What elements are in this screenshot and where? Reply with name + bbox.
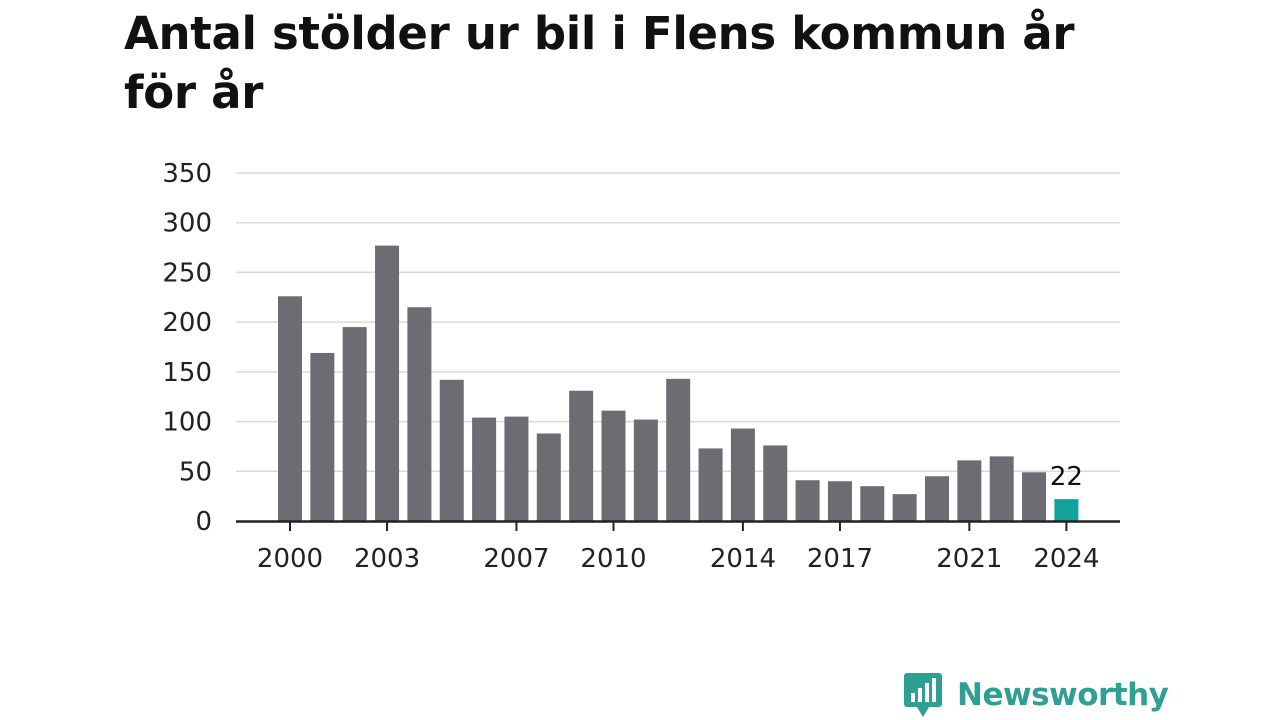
bar <box>536 433 561 521</box>
bar <box>892 494 917 521</box>
brand-name: Newsworthy <box>957 677 1169 713</box>
bar <box>827 481 852 521</box>
bar <box>472 417 497 521</box>
bar <box>439 379 464 521</box>
x-tick-label: 2024 <box>1033 544 1099 574</box>
newsworthy-logo-icon <box>904 673 942 717</box>
bar <box>763 445 788 521</box>
bar <box>925 476 949 521</box>
x-tick-label: 2000 <box>257 544 323 574</box>
x-tick-label: 2014 <box>710 544 776 574</box>
bar <box>860 486 885 521</box>
y-tick-label: 300 <box>162 209 212 239</box>
y-tick-label: 100 <box>162 408 212 438</box>
bar <box>375 245 400 521</box>
bar <box>569 390 594 521</box>
y-tick-label: 0 <box>195 507 212 537</box>
x-axis: 2000 2003 2007 2010 2014 2017 2021 2024 <box>236 520 1120 574</box>
bar <box>601 410 626 521</box>
bar <box>407 307 432 521</box>
bar <box>504 416 529 521</box>
bar <box>278 296 302 521</box>
bar-highlighted <box>1054 499 1079 521</box>
bar <box>957 460 982 521</box>
bar <box>310 352 335 521</box>
bar <box>1022 472 1047 521</box>
x-tick-label: 2003 <box>354 544 420 574</box>
bar <box>666 378 691 521</box>
bar <box>633 419 658 521</box>
y-tick-label: 250 <box>162 258 212 288</box>
data-label: 22 <box>1050 462 1083 492</box>
bar <box>342 327 367 521</box>
x-tick-label: 2007 <box>483 544 549 574</box>
bars <box>278 245 1079 521</box>
bar <box>730 428 755 521</box>
y-tick-label: 150 <box>162 358 212 388</box>
chart-title: Antal stölder ur bil i Flens kommun år f… <box>124 7 1075 119</box>
x-tick-label: 2010 <box>580 544 646 574</box>
y-tick-label: 200 <box>162 308 212 338</box>
bar <box>795 480 820 521</box>
y-tick-label: 350 <box>162 159 212 189</box>
data-labels: 22 <box>1050 462 1083 492</box>
x-tick-label: 2017 <box>807 544 873 574</box>
bar <box>989 456 1014 521</box>
brand-logo: Newsworthy <box>903 670 1169 720</box>
bar <box>698 448 723 521</box>
y-tick-label: 50 <box>179 457 212 487</box>
y-axis-ticks: 0 50 100 150 200 250 300 350 <box>162 159 212 537</box>
x-tick-label: 2021 <box>936 544 1002 574</box>
